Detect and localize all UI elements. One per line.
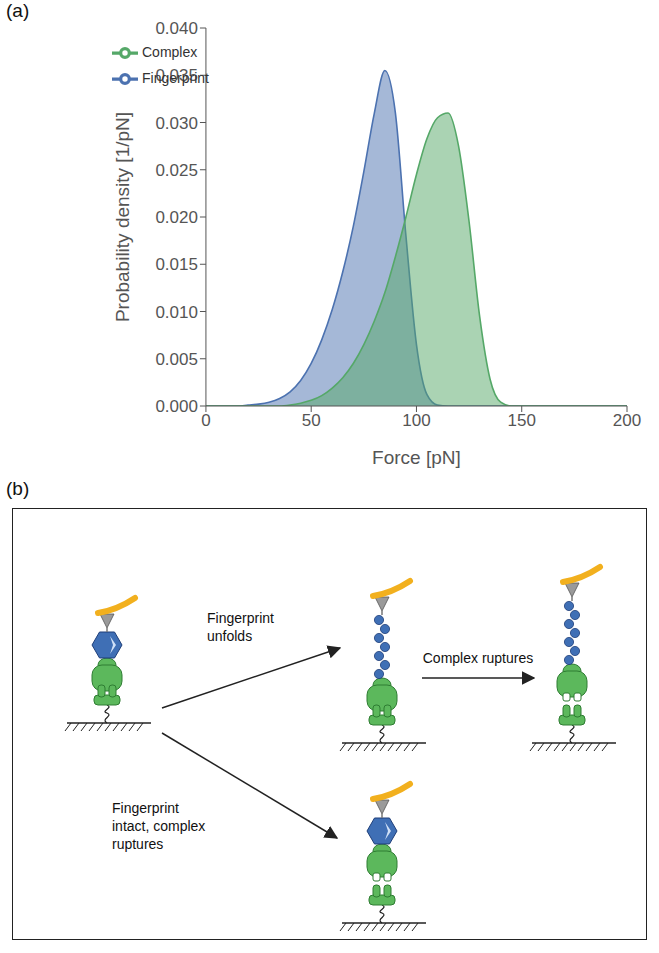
svg-text:0.015: 0.015 bbox=[155, 255, 198, 274]
svg-text:0.000: 0.000 bbox=[155, 397, 198, 416]
svg-text:0.010: 0.010 bbox=[155, 303, 198, 322]
svg-text:Probability density [1/pN]: Probability density [1/pN] bbox=[112, 112, 133, 322]
svg-text:150: 150 bbox=[508, 411, 536, 430]
svg-text:Fingerprintintact, complexrupt: Fingerprintintact, complexruptures bbox=[112, 800, 205, 852]
svg-text:0.035: 0.035 bbox=[155, 66, 198, 85]
svg-text:0.005: 0.005 bbox=[155, 350, 198, 369]
svg-text:0: 0 bbox=[201, 411, 210, 430]
svg-text:0.025: 0.025 bbox=[155, 161, 198, 180]
svg-text:50: 50 bbox=[302, 411, 321, 430]
svg-text:Force [pN]: Force [pN] bbox=[372, 447, 461, 468]
svg-text:100: 100 bbox=[402, 411, 430, 430]
svg-text:200: 200 bbox=[613, 411, 641, 430]
svg-text:0.030: 0.030 bbox=[155, 114, 198, 133]
svg-text:0.040: 0.040 bbox=[155, 19, 198, 38]
svg-text:Complex ruptures: Complex ruptures bbox=[423, 650, 534, 666]
svg-text:0.020: 0.020 bbox=[155, 208, 198, 227]
svg-text:Fingerprintunfolds: Fingerprintunfolds bbox=[207, 610, 274, 644]
